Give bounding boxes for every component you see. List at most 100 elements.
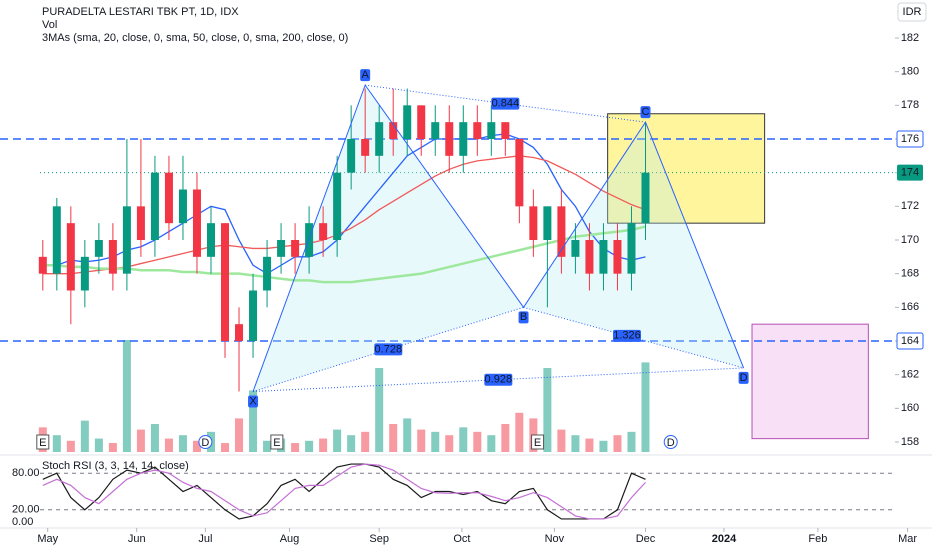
- volume-bar: [150, 424, 159, 452]
- candle-body: [221, 223, 230, 341]
- ratio-tag: [484, 373, 513, 386]
- level-label: 176: [901, 133, 919, 145]
- volume-bar: [403, 418, 412, 452]
- candle-body: [557, 206, 566, 257]
- candle-body: [347, 139, 356, 173]
- volume-bar: [599, 440, 608, 452]
- y-tick-label: 158: [901, 436, 919, 448]
- y-tick-label: 182: [901, 32, 919, 44]
- candle-body: [543, 206, 552, 240]
- y-tick-label: 172: [901, 200, 919, 212]
- candle-body: [529, 206, 538, 240]
- volume-bar: [52, 435, 61, 452]
- ratio-label: 1.326: [613, 330, 641, 342]
- candle-body: [585, 240, 594, 274]
- chart-title: PURADELTA LESTARI TBK PT, 1D, IDX: [42, 6, 239, 18]
- candle-body: [445, 122, 454, 156]
- point-tag: [738, 371, 749, 384]
- volume-bar: [263, 440, 272, 452]
- point-label: D: [740, 372, 748, 384]
- volume-bar: [543, 368, 552, 452]
- candle-body: [641, 172, 650, 224]
- x-tick-label: Jun: [128, 533, 146, 545]
- volume-bar: [557, 429, 566, 452]
- level-tag: [896, 332, 924, 350]
- point-tag: [360, 69, 371, 82]
- point-label: A: [361, 69, 369, 81]
- volume-bar: [375, 368, 384, 452]
- volume-bar: [319, 438, 328, 452]
- volume-bar: [585, 438, 594, 452]
- candle-body: [515, 139, 524, 207]
- candle-body: [291, 240, 300, 257]
- candle-body: [94, 240, 103, 257]
- y-tick-label: 180: [901, 66, 919, 78]
- candle-body: [305, 223, 314, 257]
- volume-bar: [192, 440, 201, 452]
- last-price-label: 174: [901, 167, 919, 179]
- point-label: B: [520, 311, 527, 323]
- volume-bar: [515, 412, 524, 452]
- volume-bar: [417, 429, 426, 452]
- candle-body: [613, 240, 622, 274]
- candle-body: [501, 122, 510, 139]
- y-tick-label: 170: [901, 234, 919, 246]
- volume-bar: [136, 429, 145, 452]
- volume-bar: [627, 431, 636, 452]
- event-label: E: [534, 437, 541, 449]
- volume-bar: [501, 424, 510, 452]
- pattern-fill: [253, 85, 524, 392]
- event-marker: [36, 434, 50, 450]
- event-marker: [270, 434, 284, 450]
- volume-bar: [108, 443, 117, 452]
- y-tick-label: 166: [901, 301, 919, 313]
- ratio-tag: [612, 329, 641, 342]
- currency[interactable]: IDR: [903, 6, 922, 18]
- stoch-tick-label: 0.00: [12, 516, 33, 528]
- point-label: C: [642, 106, 650, 118]
- event-marker: [531, 434, 545, 450]
- candle-body: [122, 206, 131, 274]
- x-tick-label: Dec: [636, 533, 656, 545]
- volume-bar: [291, 443, 300, 452]
- candle-body: [333, 172, 342, 240]
- pattern-link: [253, 367, 744, 392]
- x-tick-label: 2024: [712, 533, 737, 545]
- volume-bar: [94, 438, 103, 452]
- volume-bar: [80, 420, 89, 452]
- event-label: D: [201, 437, 209, 449]
- candle-body: [277, 240, 286, 257]
- level-tag: [896, 130, 924, 148]
- candle-body: [178, 189, 187, 224]
- point-label: X: [249, 395, 257, 407]
- point-tag: [640, 106, 651, 119]
- event-marker: [198, 435, 213, 449]
- volume-bar: [347, 435, 356, 452]
- ratio-tag: [491, 97, 520, 110]
- event-label: E: [39, 437, 46, 449]
- candle-body: [627, 223, 636, 274]
- candle-body: [164, 172, 173, 224]
- stoch-title: Stoch RSI (3, 3, 14, 14, close): [42, 460, 189, 472]
- ma-line: [42, 225, 646, 284]
- volume-bar: [333, 429, 342, 452]
- candle-body: [192, 189, 201, 257]
- candle-body: [52, 206, 61, 274]
- volume-bar: [445, 435, 454, 452]
- volume-bar: [66, 440, 75, 452]
- currency-box[interactable]: [897, 2, 927, 22]
- x-tick-label: Nov: [545, 533, 565, 545]
- y-tick-label: 162: [901, 369, 919, 381]
- stoch-tick-label: 80.00: [12, 467, 40, 479]
- volume-bar: [235, 418, 244, 452]
- stoch-tick-label: 20.00: [12, 504, 40, 516]
- x-tick-label: May: [37, 533, 58, 545]
- volume-bar: [571, 435, 580, 452]
- candle-body: [431, 122, 440, 139]
- volume-bar: [122, 340, 131, 452]
- candle-body: [571, 240, 580, 257]
- candle-body: [249, 290, 258, 341]
- ratio-label: 0.844: [492, 98, 520, 110]
